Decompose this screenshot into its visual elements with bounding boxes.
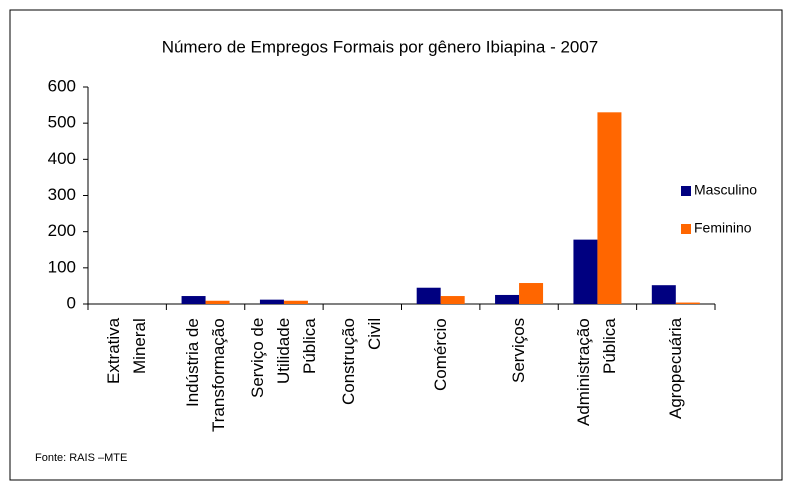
bar (416, 287, 441, 304)
bar (181, 296, 206, 304)
y-tick-label: 300 (48, 185, 76, 204)
x-tick-label: Serviços (509, 318, 529, 384)
x-tick-label: Administração Pública (574, 318, 620, 426)
y-tick-label: 600 (48, 76, 76, 95)
legend-label: Masculino (694, 182, 757, 198)
x-tick-label: Indústria de Transformação (182, 318, 228, 432)
y-tick-label: 400 (48, 149, 76, 168)
x-tick-label: Agropecuária (665, 318, 685, 420)
bar (205, 300, 230, 304)
y-tick-label: 100 (48, 257, 76, 276)
legend-label: Feminino (694, 220, 752, 236)
x-tick-label: Serviço de Utilidade Pública (247, 318, 319, 399)
bar (519, 283, 544, 304)
y-tick-label: 200 (48, 221, 76, 240)
legend-swatch (681, 224, 691, 234)
bar (495, 294, 520, 304)
bar (597, 112, 622, 304)
legend-swatch (681, 186, 691, 196)
x-tick-label: Extrativa Mineral (104, 318, 150, 385)
chart-title: Número de Empregos Formais por gênero Ib… (162, 37, 599, 56)
bar (675, 302, 700, 304)
x-tick-label: Comércio (430, 318, 450, 391)
bar (651, 285, 676, 304)
bar (440, 296, 465, 304)
x-tick-label: Construção Civil (339, 318, 385, 405)
bar (573, 239, 598, 304)
chart-border (9, 9, 783, 481)
y-tick-label: 0 (67, 293, 76, 312)
source-note: Fonte: RAIS –MTE (35, 452, 127, 464)
y-tick-label: 500 (48, 113, 76, 132)
bar (259, 299, 284, 304)
bar (283, 300, 308, 304)
